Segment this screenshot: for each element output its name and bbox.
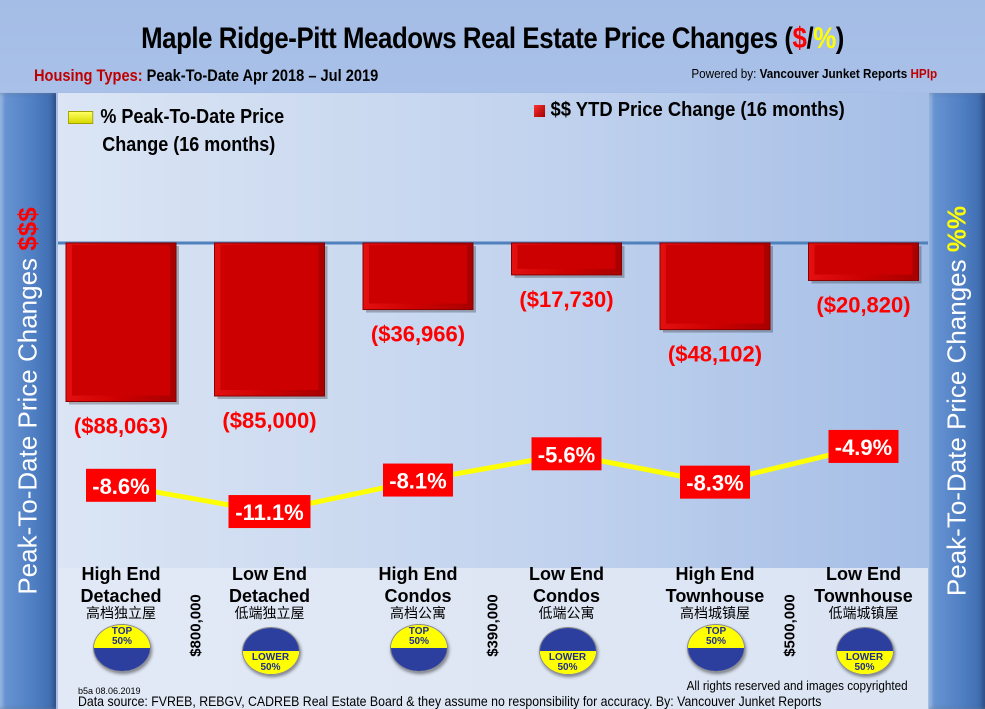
header: Maple Ridge-Pitt Meadows Real Estate Pri… bbox=[0, 0, 985, 92]
category-chinese-label: 低端城镇屋 bbox=[828, 606, 899, 622]
percent-label: -4.9% bbox=[835, 435, 892, 460]
bar-value-label: ($48,102) bbox=[668, 342, 762, 367]
percent-label: -8.6% bbox=[92, 474, 149, 499]
bar-face bbox=[814, 245, 913, 275]
bar-value-label: ($17,730) bbox=[519, 287, 613, 312]
category-chinese-label: 高档独立屋 bbox=[86, 606, 156, 622]
footer-id: b5a 08.06.2019 bbox=[78, 686, 141, 696]
percent-label-bg bbox=[828, 429, 899, 463]
category-label: Low End Townhouse bbox=[814, 564, 913, 606]
powered-by: Powered by: Vancouver Junket Reports HPI… bbox=[691, 66, 937, 81]
category-label: High End Detached bbox=[80, 564, 162, 606]
legend-swatch-red bbox=[534, 104, 546, 117]
category-band bbox=[58, 568, 928, 709]
chart-svg: ($88,063) ($85,000) ($36,966) ($17,730) ($48… bbox=[58, 241, 928, 529]
plot-area: % Peak-To-Date Price Change (16 months) … bbox=[58, 93, 928, 709]
price-threshold-label: $500,000 bbox=[781, 594, 798, 657]
legend-swatch-yellow bbox=[68, 111, 94, 125]
bar-face bbox=[517, 245, 616, 269]
bar-face bbox=[666, 245, 764, 324]
category-label: Low End Condos bbox=[529, 564, 604, 606]
lower-50-badge: LOWER 50% bbox=[835, 627, 894, 675]
bar-face bbox=[220, 245, 319, 390]
bar-face bbox=[72, 245, 170, 396]
subtitle: Housing Types: Peak-To-Date Apr 2018 – J… bbox=[34, 66, 379, 85]
percent-label-bg bbox=[680, 465, 750, 499]
category-chinese-label: 低端独立屋 bbox=[234, 606, 305, 622]
category-chinese-label: 高档城镇屋 bbox=[680, 606, 750, 622]
legend-line-series: % Peak-To-Date Price Change (16 months) bbox=[68, 103, 284, 159]
percent-label: -8.1% bbox=[389, 469, 446, 494]
category-chinese-label: 高档公寓 bbox=[390, 606, 446, 622]
percent-label-bg bbox=[531, 437, 602, 471]
top-50-badge: TOP 50% bbox=[93, 624, 151, 672]
lower-50-badge: LOWER 50% bbox=[538, 627, 597, 675]
lower-50-badge: LOWER 50% bbox=[241, 627, 300, 675]
legend-bar-series: $$ YTD Price Change (16 months) bbox=[534, 99, 845, 122]
category-label: Low End Detached bbox=[228, 564, 311, 606]
percent-label-bg bbox=[383, 463, 453, 497]
footer-source: Data source: FVREB, REBGV, CADREB Real E… bbox=[78, 693, 822, 709]
bar-value-label: ($20,820) bbox=[816, 292, 910, 317]
footer-rights: All rights reserved and images copyright… bbox=[686, 678, 908, 693]
chart-title: Maple Ridge-Pitt Meadows Real Estate Pri… bbox=[141, 22, 844, 55]
left-axis-label: Peak-To-Date Price Changes $$$ bbox=[12, 207, 43, 595]
price-threshold-label: $390,000 bbox=[484, 594, 501, 657]
percent-label: -5.6% bbox=[538, 442, 595, 467]
top-50-badge: TOP 50% bbox=[390, 624, 448, 672]
percent-label-bg bbox=[86, 468, 156, 502]
category-label: High End Condos bbox=[378, 564, 458, 606]
right-axis-label: Peak-To-Date Price Changes %% bbox=[941, 205, 972, 597]
top-50-badge: TOP 50% bbox=[687, 624, 745, 672]
category-chinese-label: 低端公寓 bbox=[538, 606, 595, 622]
right-axis-panel: Peak-To-Date Price Changes %% bbox=[929, 93, 985, 709]
category-label: High End Townhouse bbox=[665, 564, 765, 606]
percent-label: -8.3% bbox=[686, 471, 743, 496]
bar-value-label: ($36,966) bbox=[371, 322, 465, 347]
percent-label: -11.1% bbox=[235, 500, 304, 525]
bar-face bbox=[369, 245, 467, 304]
price-threshold-label: $800,000 bbox=[187, 594, 204, 657]
left-axis-panel: Peak-To-Date Price Changes $$$ bbox=[0, 93, 56, 709]
bar-value-label: ($88,063) bbox=[74, 414, 168, 439]
percent-label-bg bbox=[228, 495, 311, 529]
bar-value-label: ($85,000) bbox=[222, 408, 316, 433]
